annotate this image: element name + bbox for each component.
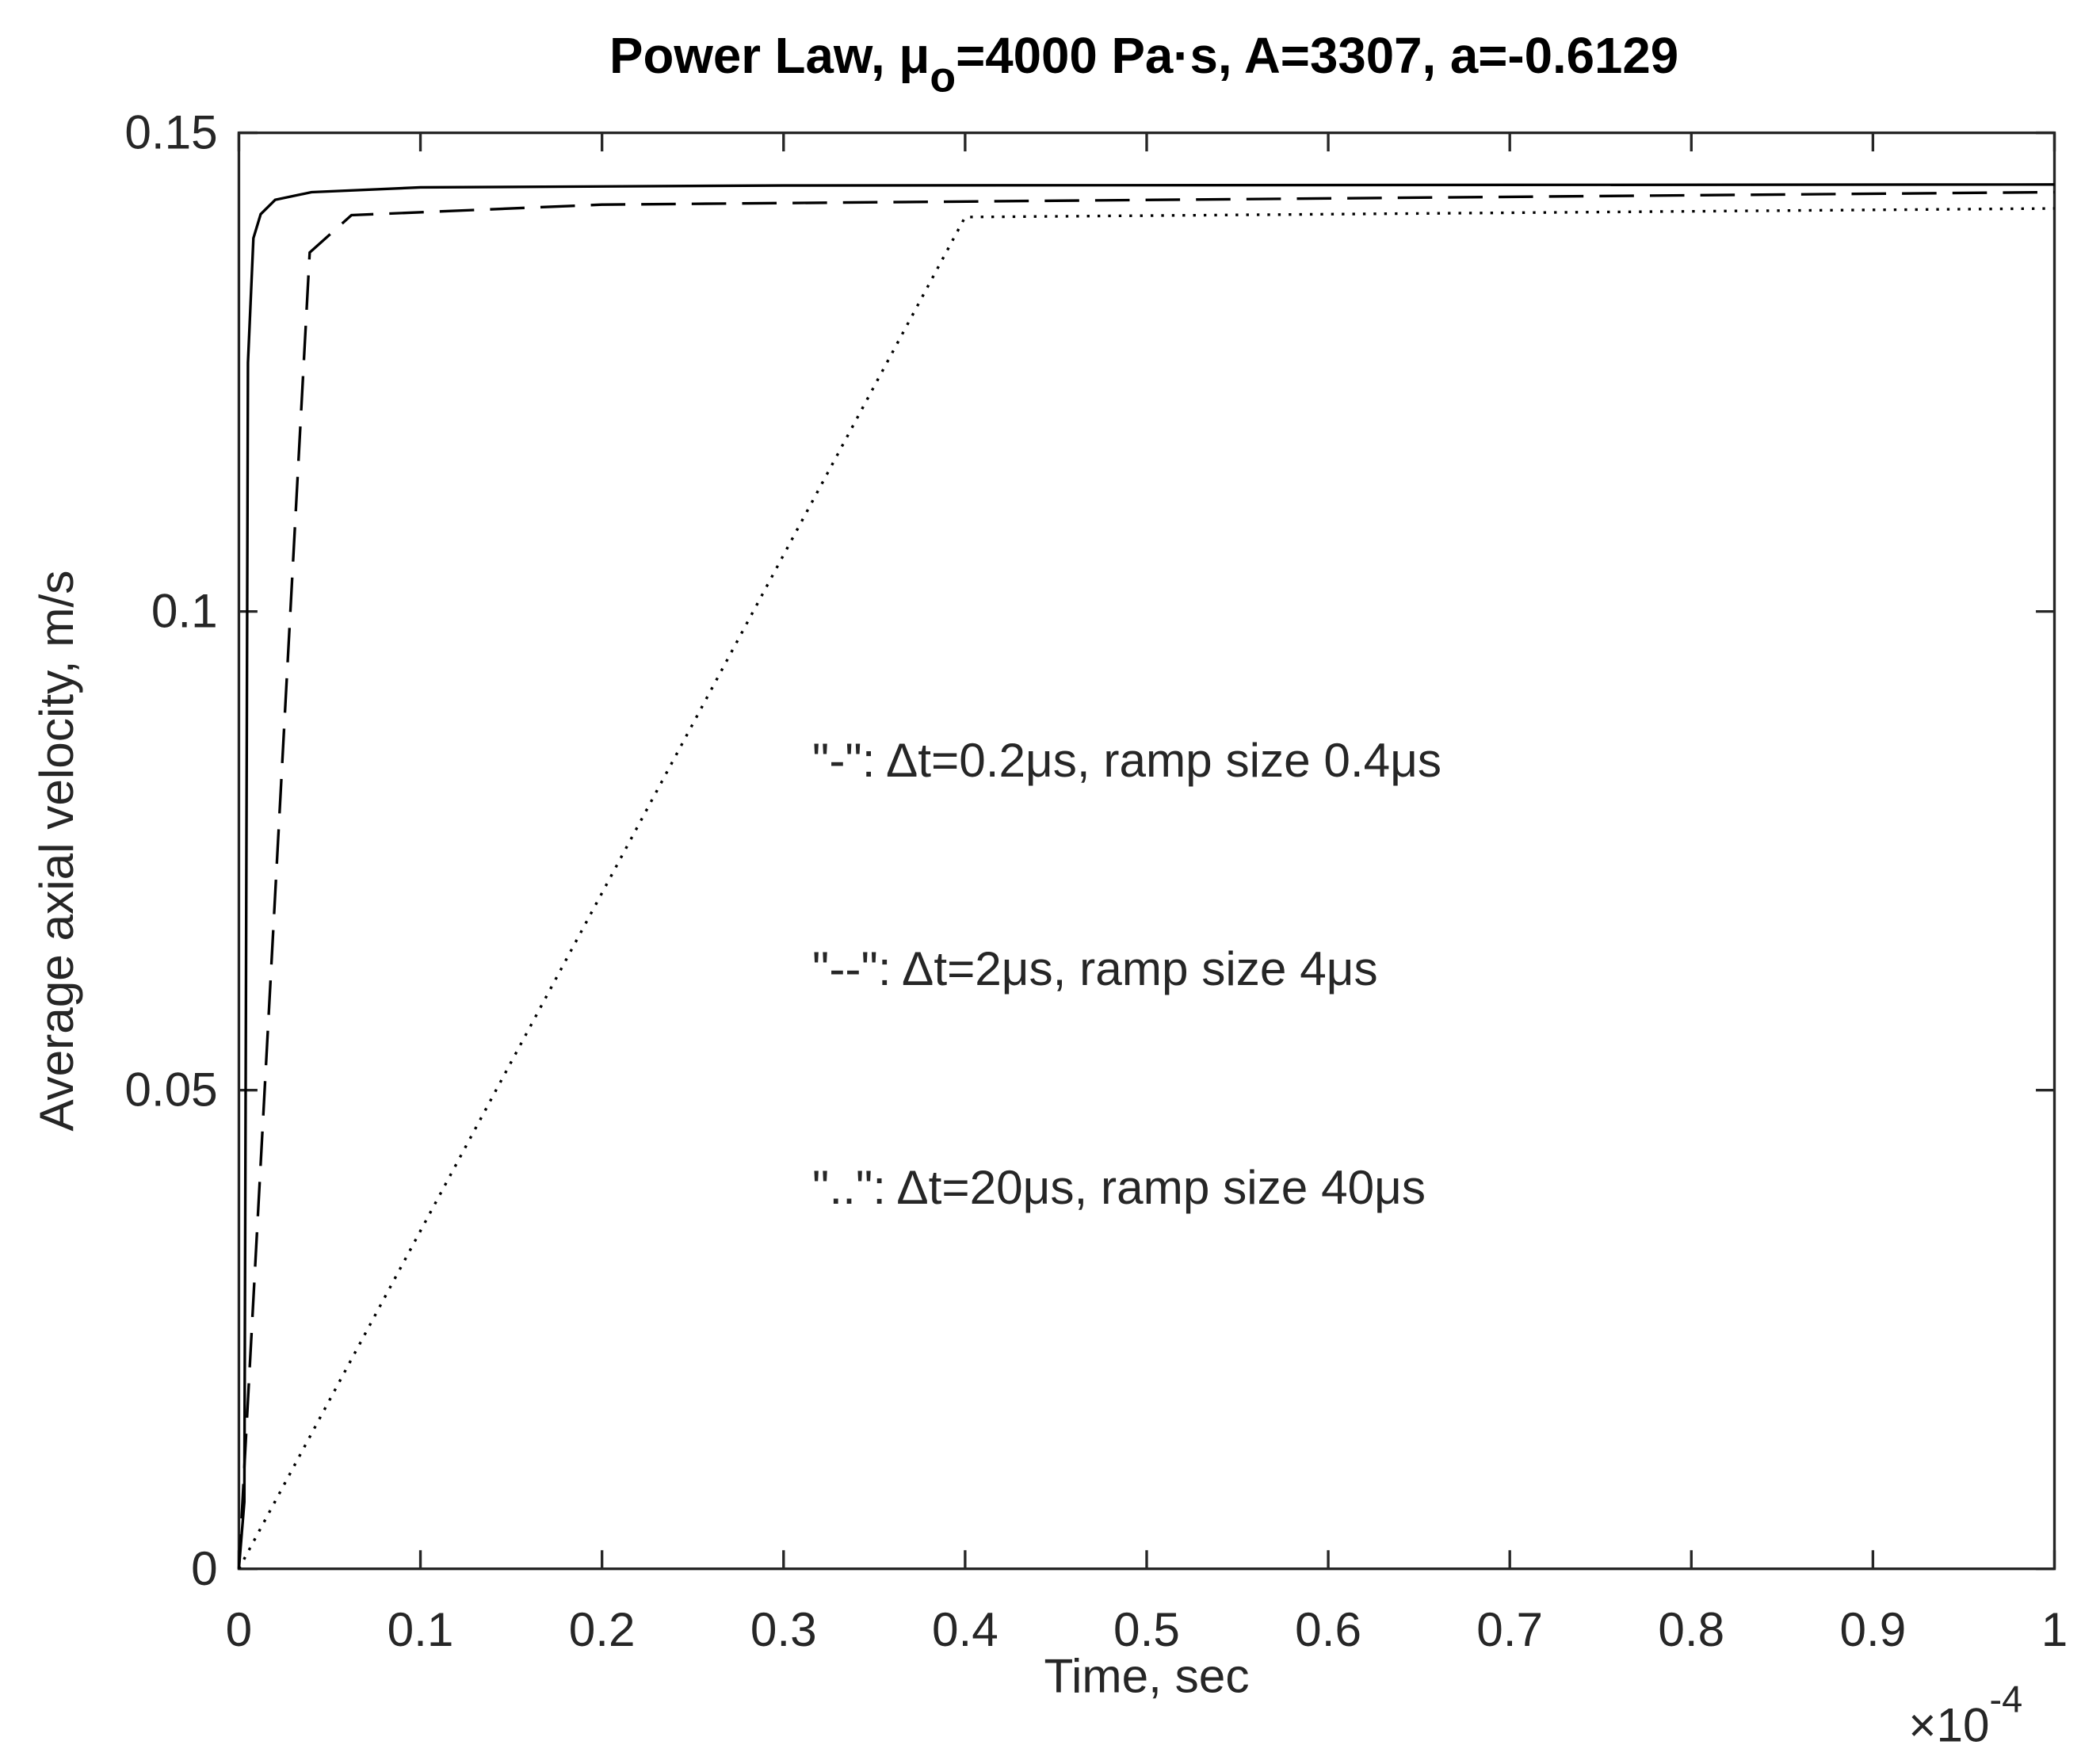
x-axis-label: Time, sec xyxy=(1044,1648,1249,1702)
title-subscript: o xyxy=(930,54,956,101)
y-tick-label: 0.15 xyxy=(124,105,217,159)
series-line xyxy=(237,183,2055,1569)
plot-frame xyxy=(237,131,2056,1571)
x-tick-label: 0.5 xyxy=(1113,1602,1180,1656)
x-tick-label: 0.3 xyxy=(750,1602,817,1656)
y-tick-label: 0 xyxy=(191,1541,218,1595)
x-tick-label: 0.4 xyxy=(932,1602,998,1656)
x-exponent-power: -4 xyxy=(1990,1679,2023,1720)
y-tick-label: 0.1 xyxy=(151,584,218,638)
x-tick-label: 0.8 xyxy=(1658,1602,1724,1656)
x-tick-label: 0 xyxy=(226,1602,253,1656)
x-tick-label: 0.1 xyxy=(388,1602,454,1656)
y-tick-label: 0.05 xyxy=(124,1063,217,1117)
series-line xyxy=(237,190,2055,1569)
annotation: "--": Δt=2μs, ramp size 4μs xyxy=(812,941,1378,995)
annotation: "..": Δt=20μs, ramp size 40μs xyxy=(812,1160,1426,1214)
chart-title: Power Law, μo=4000 Pa·s, A=3307, a=-0.61… xyxy=(609,28,1678,101)
annotation: "-": Δt=0.2μs, ramp size 0.4μs xyxy=(812,733,1441,787)
x-exponent-base: ×10 xyxy=(1908,1697,1989,1751)
series-line xyxy=(237,207,2055,1570)
x-tick-label: 0.6 xyxy=(1295,1602,1361,1656)
y-axis-label: Average axial velocity, m/s xyxy=(29,571,83,1132)
x-tick-label: 0.2 xyxy=(569,1602,636,1656)
x-tick-label: 0.9 xyxy=(1839,1602,1906,1656)
title-part: Power Law, μ xyxy=(609,28,930,84)
x-tick-label: 1 xyxy=(2041,1602,2068,1656)
x-exponent: ×10-4 xyxy=(1908,1679,2022,1752)
x-tick-label: 0.7 xyxy=(1476,1602,1543,1656)
title-part: =4000 Pa·s, A=3307, a=-0.6129 xyxy=(956,28,1678,84)
